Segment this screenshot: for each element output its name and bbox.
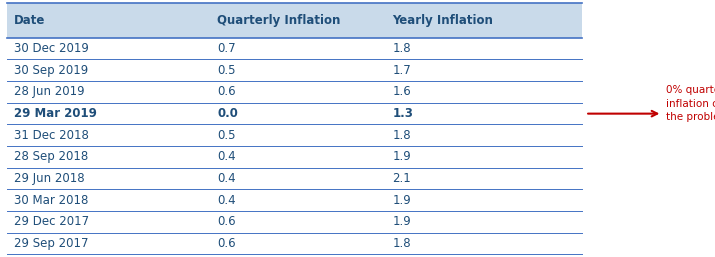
Bar xyxy=(7,3,582,38)
Text: 0.5: 0.5 xyxy=(217,64,236,77)
Text: 29 Dec 2017: 29 Dec 2017 xyxy=(14,215,89,228)
Text: 1.3: 1.3 xyxy=(393,107,413,120)
Text: 0.4: 0.4 xyxy=(217,194,236,207)
Text: 30 Mar 2018: 30 Mar 2018 xyxy=(14,194,89,207)
Text: 1.9: 1.9 xyxy=(393,150,411,163)
Text: 0.5: 0.5 xyxy=(217,129,236,142)
Text: 1.7: 1.7 xyxy=(393,64,411,77)
Text: 2.1: 2.1 xyxy=(393,172,411,185)
Text: 0.6: 0.6 xyxy=(217,86,236,98)
Text: 1.9: 1.9 xyxy=(393,194,411,207)
Text: 0.4: 0.4 xyxy=(217,150,236,163)
Text: 1.8: 1.8 xyxy=(393,42,411,55)
Text: 0% quarterly
inflation causes
the problems: 0% quarterly inflation causes the proble… xyxy=(666,85,715,122)
Text: 30 Sep 2019: 30 Sep 2019 xyxy=(14,64,89,77)
Text: Yearly Inflation: Yearly Inflation xyxy=(393,14,493,27)
Text: 29 Sep 2017: 29 Sep 2017 xyxy=(14,237,89,250)
Text: 1.8: 1.8 xyxy=(393,129,411,142)
Text: 0.6: 0.6 xyxy=(217,237,236,250)
Text: Quarterly Inflation: Quarterly Inflation xyxy=(217,14,341,27)
Text: 31 Dec 2018: 31 Dec 2018 xyxy=(14,129,89,142)
Text: 28 Sep 2018: 28 Sep 2018 xyxy=(14,150,89,163)
Text: Date: Date xyxy=(14,14,46,27)
Text: 0.6: 0.6 xyxy=(217,215,236,228)
Text: 1.9: 1.9 xyxy=(393,215,411,228)
Text: 0.0: 0.0 xyxy=(217,107,238,120)
Text: 30 Dec 2019: 30 Dec 2019 xyxy=(14,42,89,55)
Text: 29 Jun 2018: 29 Jun 2018 xyxy=(14,172,85,185)
Text: 0.7: 0.7 xyxy=(217,42,236,55)
Text: 0.4: 0.4 xyxy=(217,172,236,185)
Text: 28 Jun 2019: 28 Jun 2019 xyxy=(14,86,85,98)
Text: 29 Mar 2019: 29 Mar 2019 xyxy=(14,107,97,120)
Text: 1.6: 1.6 xyxy=(393,86,411,98)
Text: 1.8: 1.8 xyxy=(393,237,411,250)
